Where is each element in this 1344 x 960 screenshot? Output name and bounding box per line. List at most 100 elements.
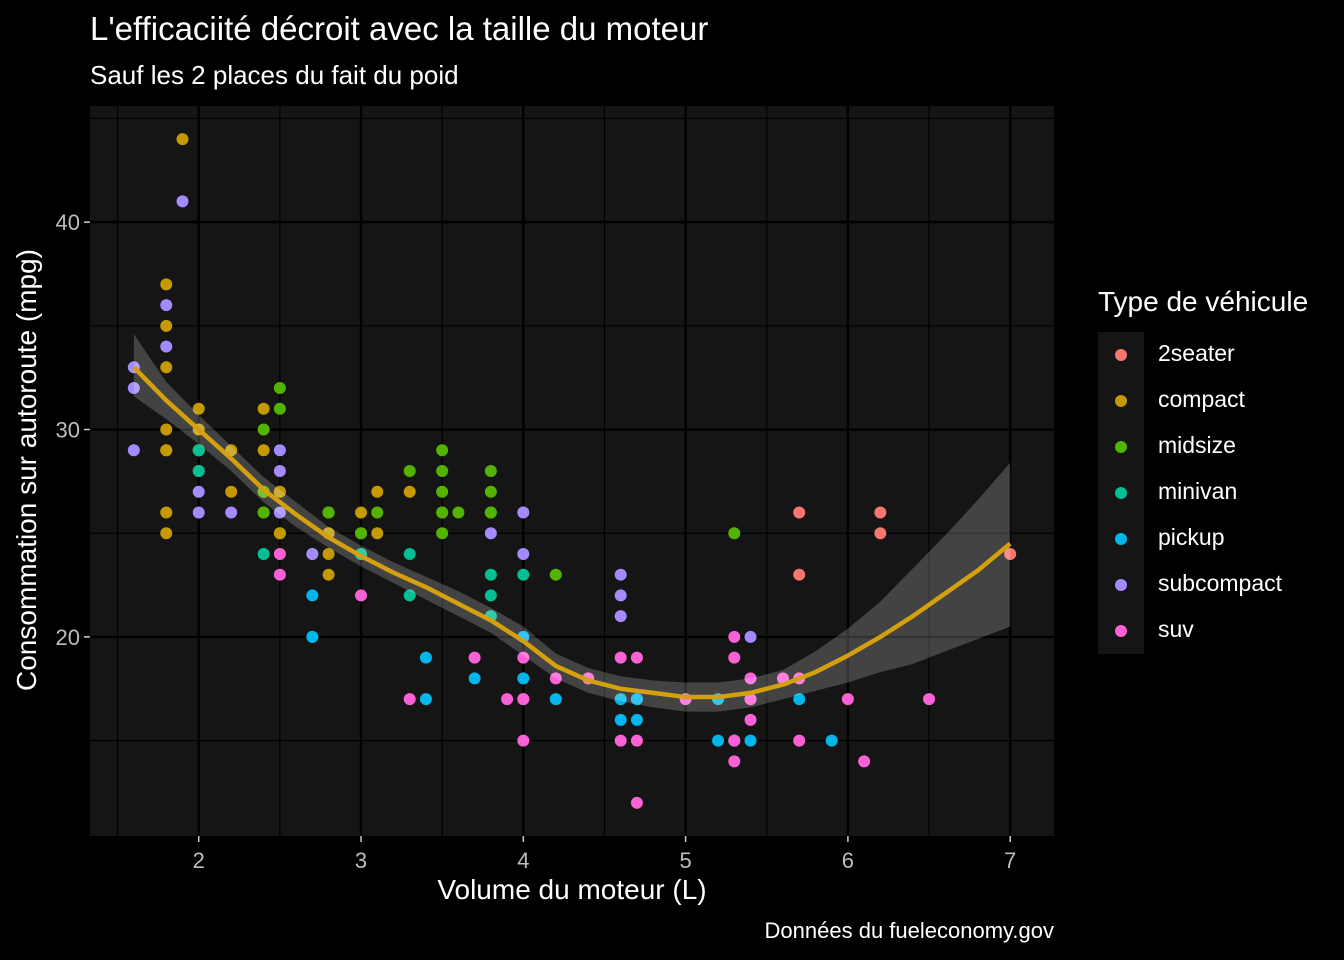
point-subcompact [160, 299, 173, 312]
x-tick-label: 3 [355, 848, 367, 873]
point-midsize [436, 465, 449, 477]
point-midsize [257, 423, 270, 436]
point-2seater [1004, 547, 1017, 560]
point-compact [371, 485, 384, 498]
point-pickup [614, 693, 627, 706]
point-midsize [484, 506, 497, 519]
legend-key-midsize [1115, 441, 1127, 453]
x-axis-label: Volume du moteur (L) [437, 874, 707, 905]
point-pickup [744, 734, 757, 747]
point-subcompact [192, 485, 205, 498]
point-2seater [874, 506, 887, 519]
point-subcompact [614, 589, 627, 602]
point-compact [160, 361, 173, 374]
point-suv [273, 547, 286, 560]
legend-label: compact [1158, 386, 1245, 412]
legend-item-pickup: pickup [1098, 516, 1338, 562]
point-subcompact [484, 527, 497, 540]
point-suv [728, 734, 741, 747]
point-suv [614, 651, 627, 664]
point-suv [744, 713, 757, 726]
point-compact [257, 444, 270, 457]
point-pickup [630, 713, 643, 726]
point-suv [630, 734, 643, 747]
legend: Type de véhicule 2seater compact midsize mi… [1098, 286, 1308, 654]
x-tick-label: 2 [193, 848, 205, 873]
legend-item-subcompact: subcompact [1098, 562, 1338, 608]
point-subcompact [225, 506, 238, 519]
x-tick-label: 4 [517, 848, 529, 873]
point-midsize [484, 465, 497, 477]
point-compact [257, 402, 270, 415]
plot-panel [90, 106, 1054, 836]
point-compact [322, 568, 335, 581]
point-compact [160, 423, 173, 436]
point-midsize [273, 402, 286, 415]
y-axis-label: Consommation sur autoroute (mpg) [11, 249, 42, 691]
point-suv [728, 651, 741, 664]
point-subcompact [127, 444, 140, 457]
point-suv [517, 693, 530, 706]
point-compact [160, 506, 173, 519]
point-subcompact [517, 547, 530, 560]
point-subcompact [127, 382, 140, 395]
point-suv [744, 672, 757, 685]
point-suv [728, 630, 741, 643]
point-minivan [257, 547, 270, 560]
point-pickup [614, 713, 627, 726]
chart-caption: Données du fueleconomy.gov [764, 918, 1054, 943]
point-suv [355, 589, 368, 602]
point-pickup [630, 693, 643, 706]
point-compact [371, 527, 384, 540]
point-midsize [403, 465, 416, 477]
chart-title: L'efficaciité décroit avec la taille du … [90, 10, 709, 47]
point-2seater [874, 527, 887, 540]
point-subcompact [176, 195, 189, 208]
y-tick-label: 30 [56, 418, 80, 443]
point-midsize [436, 485, 449, 498]
point-subcompact [192, 506, 205, 519]
point-subcompact [306, 547, 319, 560]
point-subcompact [517, 506, 530, 519]
point-suv [517, 734, 530, 747]
legend-label: midsize [1158, 432, 1236, 458]
point-compact [403, 485, 416, 498]
legend-key-pickup [1115, 533, 1127, 545]
point-subcompact [614, 610, 627, 623]
chart-subtitle: Sauf les 2 places du fait du poid [90, 60, 459, 90]
legend-key-subcompact [1115, 579, 1127, 591]
legend-label: suv [1158, 616, 1194, 642]
point-subcompact [273, 506, 286, 519]
legend-label: pickup [1158, 524, 1225, 550]
point-midsize [322, 506, 335, 519]
point-minivan [192, 465, 205, 477]
point-compact [160, 278, 173, 291]
point-subcompact [744, 630, 757, 643]
legend-key-suv [1115, 625, 1127, 637]
point-compact [160, 527, 173, 540]
point-pickup [306, 630, 319, 643]
legend-item-minivan: minivan [1098, 470, 1338, 516]
point-pickup [712, 734, 725, 747]
point-compact [160, 319, 173, 332]
point-midsize [371, 506, 384, 519]
point-2seater [793, 568, 806, 581]
point-compact [355, 506, 368, 519]
point-pickup [549, 693, 562, 706]
point-pickup [419, 651, 432, 664]
point-compact [322, 547, 335, 560]
point-pickup [793, 693, 806, 706]
point-compact [225, 485, 238, 498]
point-minivan [192, 444, 205, 457]
point-2seater [793, 506, 806, 519]
point-compact [273, 485, 286, 498]
legend-items: 2seater compact midsize minivan pickup subcom… [1098, 332, 1338, 654]
x-tick-label: 7 [1004, 848, 1016, 873]
legend-key-minivan [1115, 487, 1127, 499]
point-suv [614, 734, 627, 747]
point-midsize [257, 506, 270, 519]
legend-label: 2seater [1158, 340, 1235, 366]
point-subcompact [160, 340, 173, 353]
point-midsize [549, 568, 562, 581]
legend-item-2seater: 2seater [1098, 332, 1338, 378]
